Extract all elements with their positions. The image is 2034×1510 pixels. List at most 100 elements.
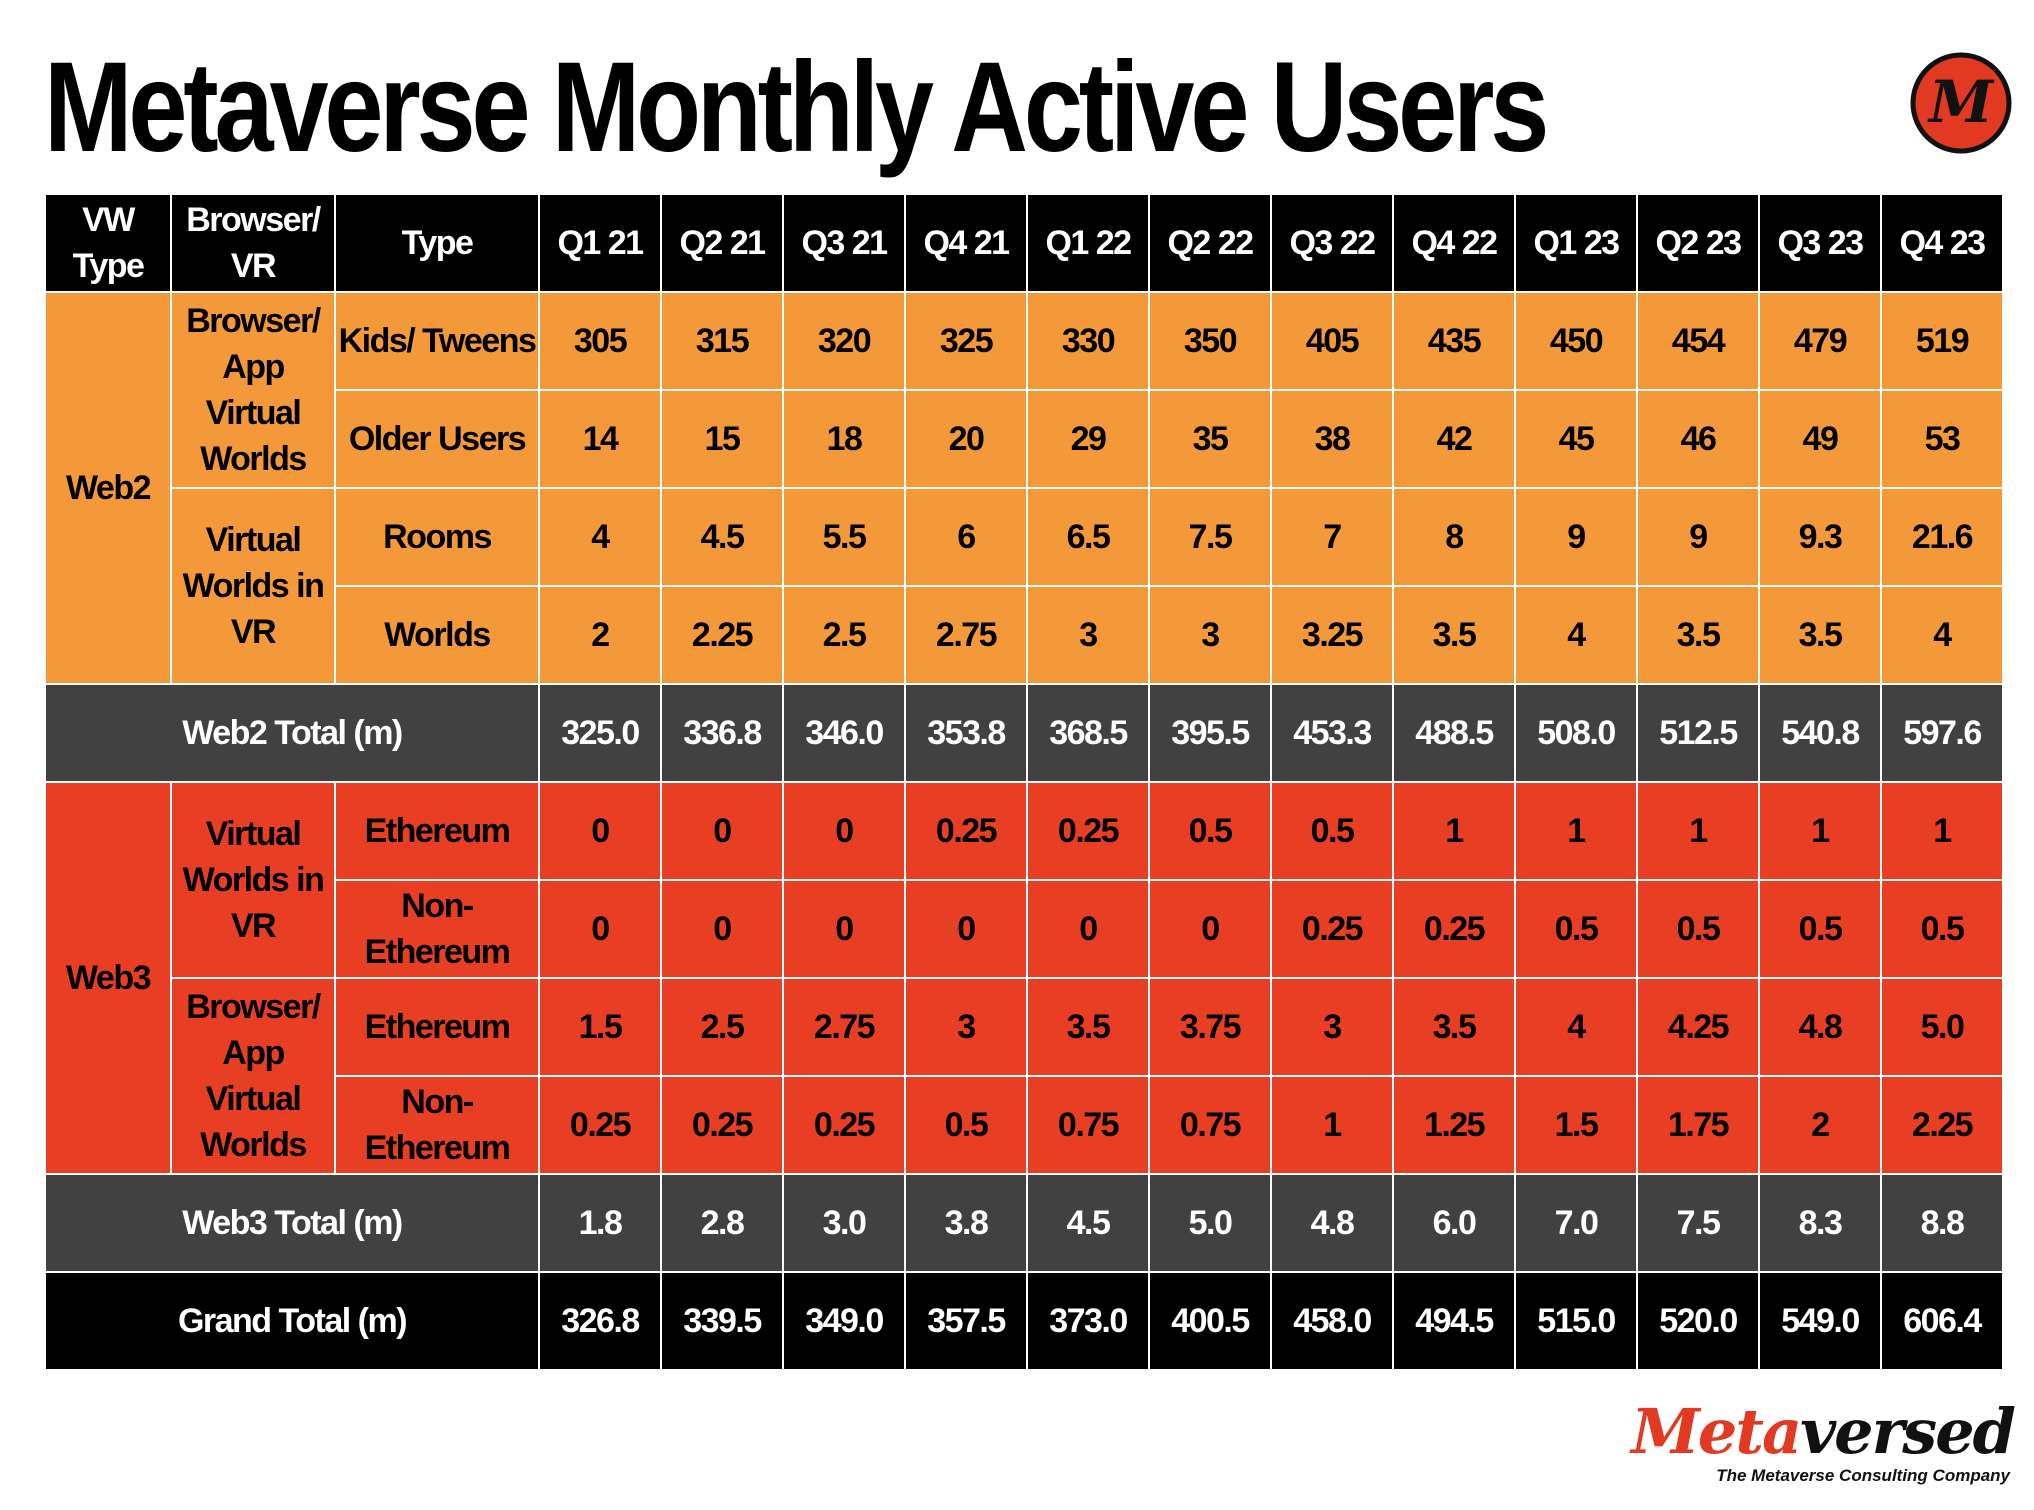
value-cell: 0 bbox=[1026, 879, 1150, 979]
total-value: 4.8 bbox=[1270, 1173, 1394, 1273]
grand-total-label: Grand Total (m) bbox=[44, 1271, 540, 1371]
table-row: Worlds 2 2.25 2.5 2.75 3 3 3.25 3.5 4 3.5 3.5 4 bbox=[45, 585, 2004, 685]
value-cell: 3.5 bbox=[1636, 585, 1760, 685]
value-cell: 42 bbox=[1392, 389, 1516, 489]
type-label: Rooms bbox=[334, 487, 540, 587]
value-cell: 0.75 bbox=[1026, 1075, 1150, 1175]
value-cell: 1.25 bbox=[1392, 1075, 1516, 1175]
total-value: 1.8 bbox=[538, 1173, 662, 1273]
value-cell: 1 bbox=[1392, 781, 1516, 881]
value-cell: 315 bbox=[660, 291, 784, 391]
value-cell: 9 bbox=[1636, 487, 1760, 587]
platform-label: Virtual Worlds in VR bbox=[170, 487, 336, 685]
table-row: Web3 Virtual Worlds in VR Ethereum 0 0 0 0.25 0… bbox=[44, 781, 2004, 1175]
value-cell: 2.5 bbox=[660, 977, 784, 1077]
value-cell: 0.5 bbox=[1514, 879, 1638, 979]
total-value: 508.0 bbox=[1514, 683, 1638, 783]
platform-label: Browser/ App Virtual Worlds bbox=[170, 977, 336, 1175]
value-cell: 4 bbox=[538, 487, 662, 587]
brand-tagline: The Metaverse Consulting Company bbox=[1716, 1466, 2010, 1485]
value-cell: 1 bbox=[1270, 1075, 1394, 1175]
logo-letter: M bbox=[1927, 68, 1995, 136]
value-cell: 9.3 bbox=[1758, 487, 1882, 587]
type-label: Ethereum bbox=[334, 977, 540, 1077]
value-cell: 4 bbox=[1514, 977, 1638, 1077]
value-cell: 0.5 bbox=[1758, 879, 1882, 979]
value-cell: 1.5 bbox=[538, 977, 662, 1077]
total-value: 5.0 bbox=[1148, 1173, 1272, 1273]
metaversed-logo-badge: M bbox=[1910, 52, 2012, 154]
grand-total-value: 606.4 bbox=[1880, 1271, 2004, 1371]
value-cell: 4.8 bbox=[1758, 977, 1882, 1077]
total-value: 7.5 bbox=[1636, 1173, 1760, 1273]
total-value: 8.3 bbox=[1758, 1173, 1882, 1273]
value-cell: 0 bbox=[904, 879, 1028, 979]
header-type: Type bbox=[334, 193, 540, 293]
total-value: 3.8 bbox=[904, 1173, 1028, 1273]
value-cell: 2 bbox=[538, 585, 662, 685]
value-cell: 9 bbox=[1514, 487, 1638, 587]
table-row: Virtual Worlds in VR Rooms 4 4.5 5.5 6 6.5 7.5 7… bbox=[45, 487, 2004, 685]
metaversed-brand: Metaversed The Metaverse Consulting Comp… bbox=[1624, 1396, 2016, 1491]
value-cell: 0 bbox=[782, 879, 906, 979]
table-row: Web2 Browser/ App Virtual Worlds Kids/ Twe… bbox=[44, 291, 2004, 685]
value-cell: 49 bbox=[1758, 389, 1882, 489]
value-cell: 0.5 bbox=[1880, 879, 2004, 979]
total-label: Web2 Total (m) bbox=[44, 683, 540, 783]
header-browser-vr: Browser/ VR bbox=[170, 193, 336, 293]
table-row: Browser/ App Virtual Worlds Ethereum 1.5 2.… bbox=[45, 977, 2004, 1175]
value-cell: 4 bbox=[1514, 585, 1638, 685]
value-cell: 479 bbox=[1758, 291, 1882, 391]
header-quarter: Q3 21 bbox=[782, 193, 906, 293]
total-value: 4.5 bbox=[1026, 1173, 1150, 1273]
value-cell: 0.5 bbox=[904, 1075, 1028, 1175]
grand-total-row: Grand Total (m) 326.8 339.5 349.0 357.5 373.0… bbox=[44, 1271, 2004, 1371]
value-cell: 3.25 bbox=[1270, 585, 1394, 685]
value-cell: 5.0 bbox=[1880, 977, 2004, 1077]
type-label: Older Users bbox=[334, 389, 540, 489]
web2-total-row: Web2 Total (m) 325.0 336.8 346.0 353.8 368.5 3… bbox=[44, 683, 2004, 783]
grand-total-value: 357.5 bbox=[904, 1271, 1028, 1371]
value-cell: 45 bbox=[1514, 389, 1638, 489]
value-cell: 2.25 bbox=[660, 585, 784, 685]
value-cell: 7 bbox=[1270, 487, 1394, 587]
value-cell: 38 bbox=[1270, 389, 1394, 489]
value-cell: 0 bbox=[1148, 879, 1272, 979]
header-quarter: Q3 22 bbox=[1270, 193, 1394, 293]
value-cell: 20 bbox=[904, 389, 1028, 489]
header-quarter: Q4 21 bbox=[904, 193, 1028, 293]
total-value: 488.5 bbox=[1392, 683, 1516, 783]
value-cell: 325 bbox=[904, 291, 1028, 391]
value-cell: 21.6 bbox=[1880, 487, 2004, 587]
value-cell: 4 bbox=[1880, 585, 2004, 685]
platform-label: Browser/ App Virtual Worlds bbox=[170, 291, 336, 489]
grand-total-value: 549.0 bbox=[1758, 1271, 1882, 1371]
value-cell: 0.25 bbox=[1026, 781, 1150, 881]
value-cell: 1.5 bbox=[1514, 1075, 1638, 1175]
value-cell: 15 bbox=[660, 389, 784, 489]
value-cell: 6.5 bbox=[1026, 487, 1150, 587]
value-cell: 450 bbox=[1514, 291, 1638, 391]
type-label: Ethereum bbox=[334, 781, 540, 881]
grand-total-value: 339.5 bbox=[660, 1271, 784, 1371]
value-cell: 305 bbox=[538, 291, 662, 391]
value-cell: 4.25 bbox=[1636, 977, 1760, 1077]
header-quarter: Q1 23 bbox=[1514, 193, 1638, 293]
value-cell: 320 bbox=[782, 291, 906, 391]
value-cell: 519 bbox=[1880, 291, 2004, 391]
value-cell: 5.5 bbox=[782, 487, 906, 587]
brand-name: Metaversed bbox=[1631, 1396, 2016, 1468]
value-cell: 3.5 bbox=[1392, 585, 1516, 685]
grand-total-value: 400.5 bbox=[1148, 1271, 1272, 1371]
value-cell: 4.5 bbox=[660, 487, 784, 587]
value-cell: 53 bbox=[1880, 389, 2004, 489]
value-cell: 0.25 bbox=[660, 1075, 784, 1175]
value-cell: 2 bbox=[1758, 1075, 1882, 1175]
value-cell: 0 bbox=[538, 879, 662, 979]
header-quarter: Q2 22 bbox=[1148, 193, 1272, 293]
value-cell: 35 bbox=[1148, 389, 1272, 489]
type-label: Non-Ethereum bbox=[334, 879, 540, 979]
value-cell: 0 bbox=[782, 781, 906, 881]
value-cell: 18 bbox=[782, 389, 906, 489]
value-cell: 1 bbox=[1514, 781, 1638, 881]
